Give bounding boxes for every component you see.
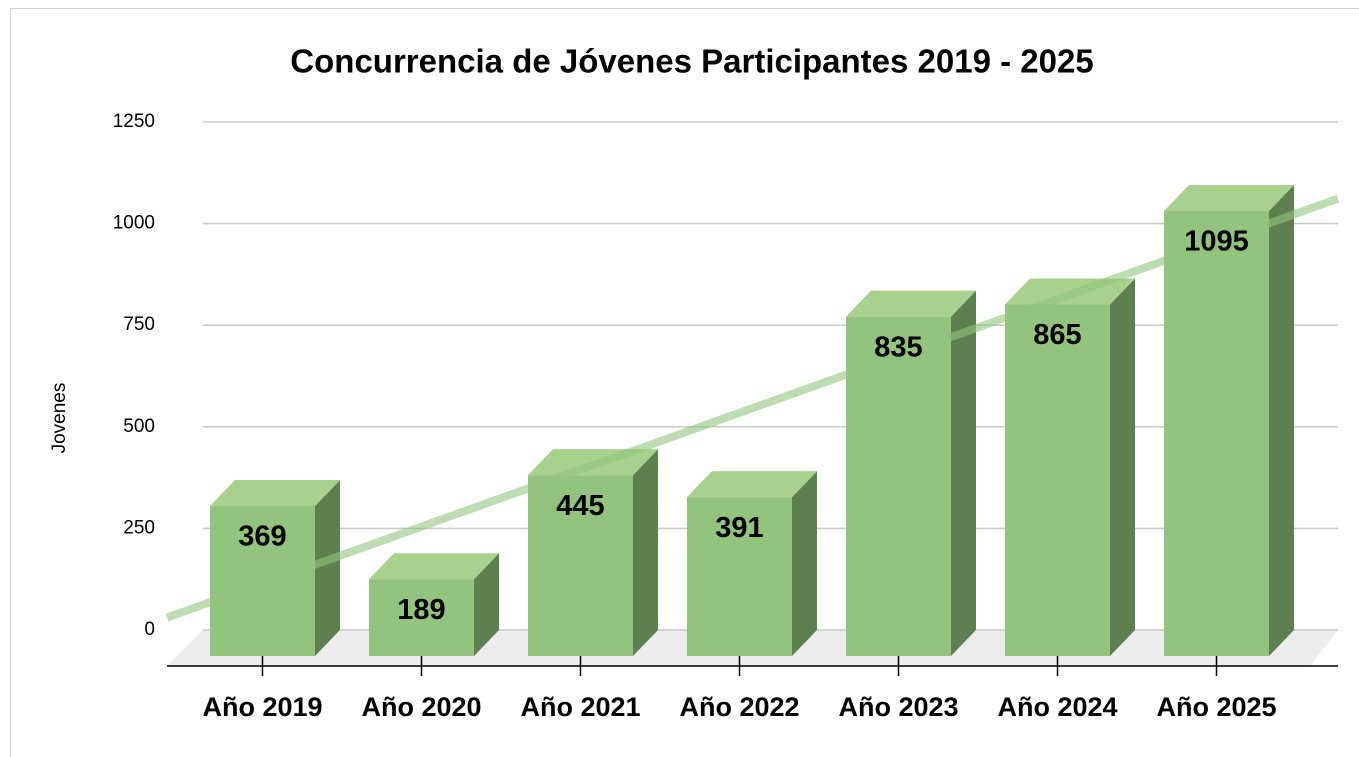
value-label: 391	[715, 512, 763, 544]
x-tick-label: Año 2024	[997, 692, 1117, 722]
y-tick-label: 1250	[113, 111, 155, 132]
bar	[687, 497, 792, 656]
value-label: 835	[874, 331, 922, 363]
bar-top	[846, 290, 976, 317]
value-label: 369	[238, 521, 286, 553]
x-tick-label: Año 2022	[679, 692, 799, 722]
bar-side	[1269, 184, 1294, 656]
trendline	[165, 194, 1340, 622]
value-label: 445	[556, 490, 604, 522]
value-label: 1095	[1184, 226, 1249, 258]
y-axis-label: Jovenes	[49, 383, 70, 454]
bar	[1005, 304, 1110, 656]
bar	[1164, 210, 1269, 656]
bar-side	[633, 449, 658, 656]
y-tick-label: 500	[123, 416, 155, 437]
bar-top	[1164, 184, 1294, 211]
bar-side	[474, 553, 499, 656]
y-tick-label: 750	[123, 314, 155, 335]
bar-top	[687, 471, 817, 498]
bar-top	[369, 553, 499, 580]
bar	[846, 316, 951, 656]
y-tick-label: 1000	[113, 213, 155, 234]
bar-side	[315, 480, 340, 656]
value-label: 865	[1033, 319, 1081, 351]
chart-title: Concurrencia de Jóvenes Participantes 20…	[290, 43, 1093, 80]
bar-side	[1110, 278, 1135, 656]
bar	[369, 579, 474, 656]
bar-side	[951, 290, 976, 656]
y-tick-label: 0	[144, 619, 155, 640]
bar	[528, 475, 633, 656]
x-tick-label: Año 2023	[838, 692, 958, 722]
bar-top	[210, 480, 340, 507]
value-label: 189	[397, 594, 445, 626]
x-tick-label: Año 2019	[202, 692, 322, 722]
x-tick-label: Año 2020	[361, 692, 481, 722]
x-tick-label: Año 2021	[520, 692, 640, 722]
x-tick-label: Año 2025	[1156, 692, 1276, 722]
bar-side	[792, 471, 817, 656]
y-tick-label: 250	[123, 517, 155, 538]
